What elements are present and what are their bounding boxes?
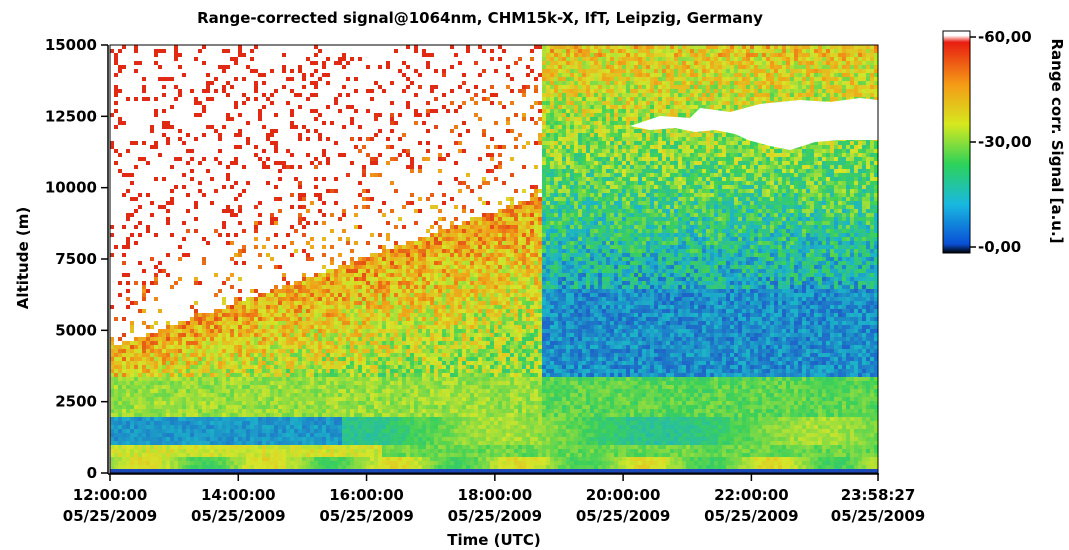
y-tick-label: 12500 [45,107,97,125]
x-tick-date: 05/25/2009 [831,507,925,525]
y-tick-label: 5000 [55,321,97,339]
plot-frame [109,44,879,474]
colorbar-gradient [942,30,971,254]
y-axis: 0 2500 5000 7500 10000 12500 15000 Altitude (m… [14,36,109,482]
x-tick-time: 14:00:00 [201,486,276,504]
y-tick-label: 7500 [55,250,97,268]
colorbar: -60,00 -30,00 -0,00 Range corr. Signal [a.… [942,28,1066,256]
surface-line [110,469,878,473]
heatmap-cells [110,45,878,473]
x-tick-time: 23:58:27 [841,486,916,504]
y-axis-label: Altitude (m) [14,207,32,309]
x-tick-date: 05/25/2009 [448,507,542,525]
chart-title: Range-corrected signal@1064nm, CHM15k-X,… [197,9,763,27]
x-tick-date: 05/25/2009 [191,507,285,525]
y-tick-label: 15000 [45,36,97,54]
x-tick-time: 12:00:00 [73,486,148,504]
colorbar-label: Range corr. Signal [a.u.] [1048,38,1066,243]
plot-area [109,44,879,474]
y-tick-label: 0 [87,464,97,482]
y-tick-label: 2500 [55,393,97,411]
cloud-gap-region [630,98,878,150]
y-tick-label: 10000 [45,179,97,197]
x-axis: 12:00:00 05/25/2009 14:00:00 05/25/2009 16:0… [63,473,925,549]
x-tick-date: 05/25/2009 [576,507,670,525]
x-tick-time: 22:00:00 [714,486,789,504]
x-tick-time: 16:00:00 [329,486,404,504]
colorbar-tick-label: -60,00 [978,28,1032,46]
x-tick-date: 05/25/2009 [63,507,157,525]
x-axis-label: Time (UTC) [447,531,541,549]
x-tick-date: 05/25/2009 [704,507,798,525]
x-tick-date: 05/25/2009 [319,507,413,525]
colorbar-tick-label: -0,00 [978,238,1021,256]
x-tick-time: 20:00:00 [586,486,661,504]
x-tick-time: 18:00:00 [458,486,533,504]
colorbar-tick-label: -30,00 [978,133,1032,151]
